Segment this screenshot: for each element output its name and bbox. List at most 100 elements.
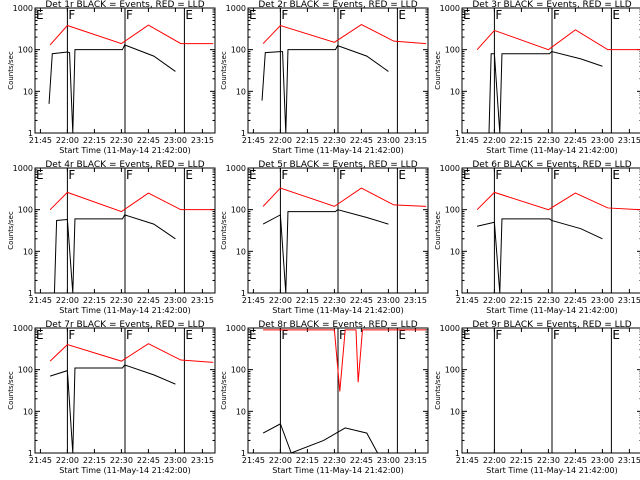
y-tick-label: 1000 bbox=[226, 4, 246, 13]
y-tick-label: 10 bbox=[236, 407, 246, 416]
x-tick-label: 23:15 bbox=[618, 456, 640, 465]
y-tick-label: 1 bbox=[28, 289, 33, 298]
y-tick-label: 1 bbox=[455, 129, 460, 138]
x-tick-label: 23:15 bbox=[404, 456, 427, 465]
plot-frame bbox=[461, 7, 640, 134]
x-tick-label: 22:00 bbox=[56, 456, 79, 465]
panel-3: Det 3r BLACK = Events, RED = LLD 1 10 100 10… bbox=[434, 0, 640, 155]
series-line-black bbox=[488, 51, 603, 134]
x-tick-label: 21:45 bbox=[242, 296, 265, 305]
x-tick-label: 22:00 bbox=[269, 456, 292, 465]
x-tick-label: 22:30 bbox=[110, 136, 133, 145]
x-tick-label: 23:00 bbox=[591, 136, 614, 145]
x-tick-label: 23:15 bbox=[191, 456, 214, 465]
y-tick-label: 1000 bbox=[440, 164, 460, 173]
y-tick-label: 10 bbox=[236, 247, 246, 256]
x-tick-label: 23:00 bbox=[377, 456, 400, 465]
x-tick-label: 22:15 bbox=[510, 136, 533, 145]
series-line-red bbox=[262, 187, 427, 207]
x-tick-label: 22:45 bbox=[137, 296, 160, 305]
marker-label: F bbox=[68, 8, 75, 22]
y-tick-label: 1 bbox=[241, 289, 246, 298]
panel-6: Det 6r BLACK = Events, RED = LLD 1 10 100 10… bbox=[434, 160, 640, 315]
x-tick-label: 21:45 bbox=[29, 136, 52, 145]
panel-title: Det 3r BLACK = Events, RED = LLD bbox=[472, 0, 631, 10]
x-tick-label: 23:00 bbox=[164, 456, 187, 465]
marker-label: F bbox=[281, 8, 288, 22]
marker-label: E bbox=[398, 168, 406, 182]
marker-label: E bbox=[185, 8, 193, 22]
x-tick-label: 21:45 bbox=[456, 136, 479, 145]
y-tick-label: 1 bbox=[455, 289, 460, 298]
panel-1: Det 1r BLACK = Events, RED = LLD 1 10 100 10… bbox=[7, 0, 216, 155]
marker-label: F bbox=[553, 328, 560, 342]
x-axis-label: Start Time (11-May-14 21:42:00) bbox=[272, 306, 403, 315]
y-tick-label: 10 bbox=[450, 247, 460, 256]
x-tick-label: 22:15 bbox=[83, 136, 106, 145]
marker-label: F bbox=[495, 168, 502, 182]
y-tick-label: 100 bbox=[231, 366, 246, 375]
x-tick-label: 23:15 bbox=[618, 136, 640, 145]
marker-label: F bbox=[553, 8, 560, 22]
series-line-black bbox=[261, 45, 389, 134]
panel-title: Det 7r BLACK = Events, RED = LLD bbox=[45, 320, 204, 330]
marker-label: E bbox=[36, 168, 44, 182]
x-tick-label: 22:00 bbox=[483, 456, 506, 465]
marker-label: E bbox=[185, 168, 193, 182]
y-tick-label: 1 bbox=[28, 449, 33, 458]
y-tick-label: 1 bbox=[241, 129, 246, 138]
panel-4: Det 4r BLACK = Events, RED = LLD 1 10 100 10… bbox=[7, 160, 216, 315]
y-tick-label: 1000 bbox=[226, 164, 246, 173]
series-line-red bbox=[49, 191, 214, 213]
x-tick-label: 22:15 bbox=[510, 456, 533, 465]
y-tick-label: 1000 bbox=[440, 4, 460, 13]
panel-title: Det 6r BLACK = Events, RED = LLD bbox=[472, 160, 631, 170]
x-tick-label: 22:15 bbox=[83, 296, 106, 305]
x-tick-label: 23:00 bbox=[164, 296, 187, 305]
marker-label: F bbox=[339, 168, 346, 182]
y-tick-label: 1 bbox=[241, 449, 246, 458]
y-tick-label: 100 bbox=[445, 366, 460, 375]
x-tick-label: 23:15 bbox=[618, 296, 640, 305]
y-tick-label: 1000 bbox=[440, 324, 460, 333]
x-tick-label: 23:00 bbox=[591, 296, 614, 305]
y-tick-label: 1000 bbox=[226, 324, 246, 333]
marker-label: F bbox=[495, 8, 502, 22]
marker-label: E bbox=[612, 168, 620, 182]
series-line-red bbox=[263, 329, 427, 392]
marker-label: E bbox=[249, 328, 257, 342]
x-tick-label: 22:15 bbox=[510, 296, 533, 305]
y-tick-label: 10 bbox=[450, 407, 460, 416]
series-line-black bbox=[477, 218, 603, 294]
y-axis-label: Counts/sec bbox=[7, 211, 15, 250]
marker-label: F bbox=[68, 328, 75, 342]
x-axis-label: Start Time (11-May-14 21:42:00) bbox=[59, 466, 190, 475]
x-tick-label: 22:30 bbox=[537, 136, 560, 145]
y-tick-label: 100 bbox=[445, 206, 460, 215]
y-axis-label: Counts/sec bbox=[220, 51, 228, 90]
x-tick-label: 23:15 bbox=[404, 136, 427, 145]
marker-label: F bbox=[339, 8, 346, 22]
x-tick-label: 22:15 bbox=[296, 136, 319, 145]
x-axis-label: Start Time (11-May-14 21:42:00) bbox=[486, 306, 617, 315]
x-tick-label: 23:15 bbox=[191, 136, 214, 145]
marker-label: F bbox=[281, 168, 288, 182]
y-tick-label: 100 bbox=[18, 46, 33, 55]
series-line-red bbox=[49, 24, 214, 46]
marker-label: F bbox=[126, 328, 133, 342]
y-tick-label: 100 bbox=[231, 46, 246, 55]
panel-title: Det 1r BLACK = Events, RED = LLD bbox=[45, 0, 204, 10]
plot-frame bbox=[461, 167, 640, 294]
y-tick-label: 10 bbox=[23, 407, 33, 416]
x-tick-label: 22:30 bbox=[323, 456, 346, 465]
x-tick-label: 21:45 bbox=[456, 456, 479, 465]
x-tick-label: 23:00 bbox=[377, 296, 400, 305]
y-tick-label: 10 bbox=[23, 87, 33, 96]
x-axis-label: Start Time (11-May-14 21:42:00) bbox=[272, 146, 403, 155]
marker-label: E bbox=[463, 168, 471, 182]
x-axis-label: Start Time (11-May-14 21:42:00) bbox=[486, 466, 617, 475]
x-tick-label: 22:45 bbox=[137, 136, 160, 145]
x-tick-label: 22:15 bbox=[296, 296, 319, 305]
marker-label: E bbox=[463, 8, 471, 22]
